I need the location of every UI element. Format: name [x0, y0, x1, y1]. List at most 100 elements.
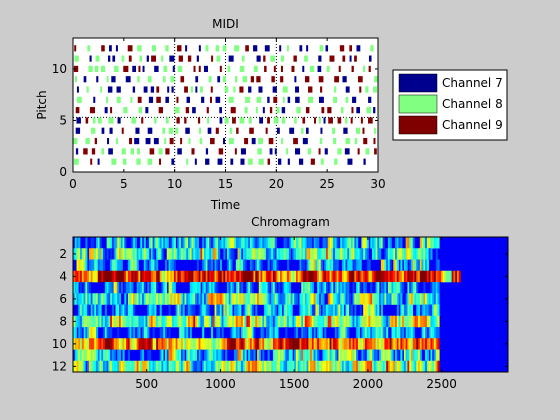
heatmap-cell [304, 282, 307, 294]
heatmap-cell [338, 349, 341, 362]
heatmap-cell [368, 304, 371, 317]
heatmap-cell [163, 293, 166, 305]
heatmap-cell [274, 237, 277, 249]
heatmap-cell [126, 338, 129, 350]
heatmap-cell [345, 237, 348, 249]
heatmap-cell [453, 270, 456, 283]
note-mark [135, 127, 140, 134]
heatmap-cell [295, 360, 299, 373]
heatmap-cell [246, 327, 249, 339]
heatmap-cell [234, 327, 237, 339]
heatmap-cell [432, 315, 435, 328]
heatmap-cell [253, 349, 256, 362]
heatmap-cell [317, 304, 320, 317]
heatmap-cell [230, 282, 233, 294]
heatmap-cell [214, 293, 217, 305]
heatmap-cell [430, 248, 433, 260]
heatmap-cell [251, 327, 254, 339]
heatmap-cell [113, 293, 116, 305]
heatmap-cell [239, 349, 242, 362]
heatmap-cell [193, 338, 196, 350]
note-mark [239, 65, 245, 73]
heatmap-cell [326, 248, 329, 260]
heatmap-cell [81, 360, 84, 373]
note-mark [269, 107, 273, 114]
heatmap-cell [80, 327, 83, 339]
heatmap-cell [387, 338, 391, 350]
heatmap-cell [398, 338, 401, 350]
heatmap-cell [186, 360, 189, 373]
heatmap-cell [142, 327, 145, 339]
heatmap-cell [104, 282, 107, 294]
heatmap-cell [356, 282, 359, 294]
heatmap-cell [142, 338, 145, 350]
heatmap-cell [283, 293, 286, 305]
heatmap-cell [357, 360, 360, 373]
heatmap-cell [393, 360, 396, 373]
heatmap-cell [232, 293, 235, 305]
note-mark [219, 117, 223, 124]
note-mark [167, 86, 170, 93]
heatmap-cell [402, 282, 405, 294]
heatmap-cell [363, 293, 366, 305]
note-mark [132, 65, 137, 73]
heatmap-cell [294, 338, 297, 350]
heatmap-cell [80, 293, 83, 305]
heatmap-cell [382, 237, 385, 249]
heatmap-cell [269, 360, 272, 373]
heatmap-cell [393, 282, 396, 294]
heatmap-cell [354, 248, 357, 260]
heatmap-cell [435, 338, 438, 350]
heatmap-cell [359, 259, 362, 272]
heatmap-cell [147, 338, 150, 350]
heatmap-cell [177, 248, 180, 260]
heatmap-cell [274, 270, 277, 283]
heatmap-cell [329, 237, 332, 249]
heatmap-cell [179, 349, 182, 362]
heatmap-cell [357, 293, 360, 305]
heatmap-cell [223, 237, 226, 249]
heatmap-cell [221, 293, 224, 305]
note-mark [175, 127, 179, 134]
heatmap-cell [265, 248, 268, 260]
heatmap-cell [389, 248, 392, 260]
note-mark [269, 148, 273, 155]
heatmap-cell [308, 304, 311, 317]
heatmap-cell [108, 270, 111, 283]
heatmap-cell [88, 327, 91, 339]
heatmap-cell [313, 248, 316, 260]
heatmap-cell [317, 248, 320, 260]
heatmap-cell [92, 237, 95, 249]
heatmap-cell [175, 293, 178, 305]
heatmap-cell [412, 338, 415, 350]
heatmap-cell [214, 259, 217, 272]
note-mark [75, 127, 81, 134]
heatmap-cell [380, 304, 383, 317]
heatmap-cell [345, 304, 348, 317]
heatmap-cell [111, 270, 114, 283]
heatmap-cell [244, 237, 247, 249]
heatmap-cell [324, 315, 327, 328]
heatmap-cell [303, 315, 306, 328]
note-mark [255, 107, 258, 114]
heatmap-cell [212, 349, 215, 362]
heatmap-cell [237, 315, 240, 328]
heatmap-cell [402, 360, 405, 373]
heatmap-cell [193, 237, 196, 249]
heatmap-cell [396, 304, 399, 317]
heatmap-cell [379, 338, 382, 350]
note-mark [295, 86, 300, 93]
y-tick-label: 12 [52, 359, 67, 373]
heatmap-cell [320, 315, 323, 328]
heatmap-cell [113, 315, 116, 328]
heatmap-cell [97, 360, 100, 373]
heatmap-cell [198, 360, 201, 373]
heatmap-cell [430, 349, 433, 362]
heatmap-cell [412, 237, 415, 249]
heatmap-cell [271, 360, 274, 373]
heatmap-cell [334, 282, 337, 294]
heatmap-cell [318, 282, 322, 294]
heatmap-cell [172, 315, 175, 328]
heatmap-cell [246, 248, 249, 260]
heatmap-cell [341, 248, 345, 260]
